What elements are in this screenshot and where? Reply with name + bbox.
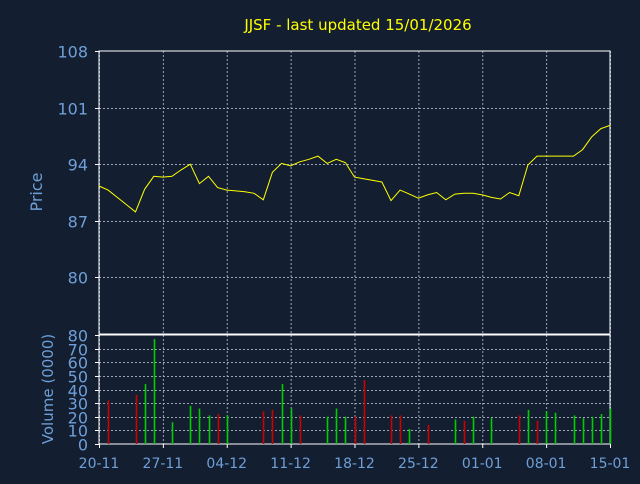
x-tick-label: 04-12 [206, 456, 247, 472]
x-tick-label: 25-12 [398, 456, 439, 472]
volume-y-tick-label: 30 [68, 395, 88, 414]
volume-y-tick-label: 0 [78, 436, 88, 455]
price-y-tick-label: 80 [68, 269, 88, 288]
price-y-tick-label: 108 [57, 43, 88, 62]
volume-y-tick-label: 60 [68, 354, 88, 373]
volume-y-tick-label: 50 [68, 368, 88, 387]
volume-y-tick-label: 40 [68, 382, 88, 401]
x-tick-label: 20-11 [79, 456, 120, 472]
price-y-tick-label: 87 [68, 213, 88, 232]
volume-y-tick-label: 20 [68, 409, 88, 428]
price-panel-frame [98, 50, 611, 335]
volume-axis-label: Volume (0000) [39, 334, 57, 444]
x-axis-ticks: 20-11 27-11 04-12 11-12 18-12 25-12 01-01 08-01… [79, 444, 631, 472]
price-y-tick-label: 94 [68, 156, 88, 175]
x-tick-label: 01-01 [462, 456, 503, 472]
chart-title: JJSF - last updated 15/01/2026 [243, 16, 471, 34]
x-tick-label: 18-12 [334, 456, 375, 472]
x-tick-label: 08-01 [526, 456, 567, 472]
volume-y-tick-label: 70 [68, 341, 88, 360]
x-tick-label: 15-01 [590, 456, 631, 472]
volume-grid [99, 335, 611, 444]
price-y-tick-label: 101 [57, 100, 88, 119]
price-line [98, 124, 611, 213]
volume-bars [107, 339, 612, 444]
price-y-ticks: 108 101 94 87 80 [57, 43, 99, 288]
price-axis-label: Price [27, 172, 46, 211]
x-tick-label: 27-11 [143, 456, 184, 472]
x-tick-label: 11-12 [270, 456, 311, 472]
volume-y-tick-label: 10 [68, 422, 88, 441]
price-grid [99, 51, 611, 334]
volume-y-tick-label: 80 [68, 327, 88, 346]
